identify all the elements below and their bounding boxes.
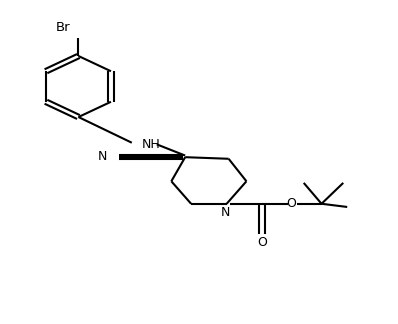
Text: N: N [221, 206, 230, 219]
Text: O: O [287, 197, 297, 210]
Text: N: N [98, 150, 107, 163]
Text: Br: Br [56, 21, 71, 34]
Text: NH: NH [142, 138, 160, 151]
Text: O: O [257, 236, 267, 249]
